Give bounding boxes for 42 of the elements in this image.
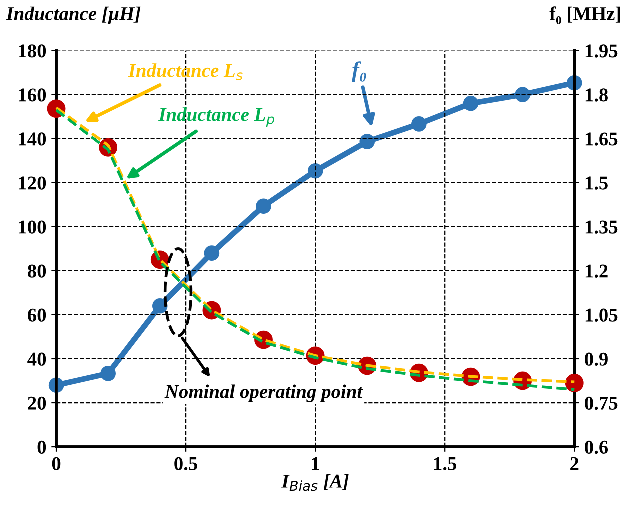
y-tick-label: 40 [28,352,46,366]
x-tick-label: 1 [312,457,320,470]
x-tick-label: 1.5 [434,457,457,471]
point [204,246,220,261]
y2-tick-label: 1.65 [586,132,618,146]
point [256,198,272,214]
text: Inductance L$_{s}$ [128,64,243,80]
y2-tick-label: 0.9 [585,352,608,366]
annotation: Nominal operating point [164,384,364,402]
y2-tick-label: 1.95 [586,44,618,58]
y-tick-label: 0 [38,440,46,454]
text: Inductance L$_{p}$ [158,108,274,128]
y2-tick-label: 0.6 [585,440,608,454]
point [152,298,168,314]
y-tick-label: 160 [19,88,46,102]
point [412,116,427,132]
point [308,164,324,179]
y2-tick-label: 1.05 [586,308,618,322]
y-tick-label: 60 [28,308,46,322]
y2-axis-title: f₀ [MHz] [550,6,620,24]
point [100,366,116,382]
y2-tick-label: 1.2 [586,264,608,278]
y-tick-label: 180 [19,44,46,58]
y2-tick-label: 1.35 [586,220,618,234]
y-tick-label: 20 [28,396,46,410]
point [463,96,479,112]
y-tick-label: 100 [19,220,46,234]
text: f₀ [352,62,366,82]
x-axis-title: I$_{Bias}$ [A] [282,474,349,492]
y2-tick-label: 1.8 [586,88,608,102]
point [565,374,584,392]
x-tick-label: 0.5 [174,457,198,471]
y2-tick-label: 0.75 [585,396,618,410]
y-tick-label: 120 [19,176,46,190]
y-tick-label: 140 [19,132,46,146]
y2-tick-label: 1.5 [586,176,608,190]
x-tick-label: 2 [570,457,579,470]
point [515,87,530,102]
x-tick-label: 0 [52,457,61,470]
y-tick-label: 80 [28,264,46,278]
point [360,134,376,150]
y-axis-title: Inductance [µH] [6,6,141,24]
